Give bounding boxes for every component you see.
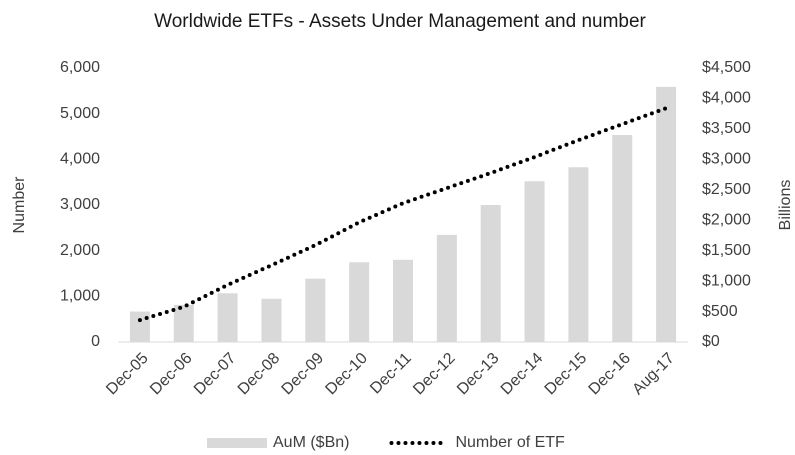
x-tick-label: Dec-09 <box>279 350 328 399</box>
legend-label: AuM ($Bn) <box>273 434 349 451</box>
bar <box>480 205 501 342</box>
bar <box>217 293 238 342</box>
y-tick-label: 5,000 <box>60 105 100 122</box>
x-tick-label: Dec-13 <box>454 350 503 399</box>
bar <box>349 262 370 342</box>
y2-tick-label: $500 <box>702 303 738 320</box>
y2-tick-label: $3,000 <box>702 151 751 168</box>
bar <box>173 304 194 342</box>
bar <box>656 86 677 343</box>
y2-tick-label: $1,000 <box>702 272 751 289</box>
line <box>137 106 669 323</box>
y2-tick-label: $4,000 <box>702 90 751 107</box>
y-tick-label: 1,000 <box>60 288 100 305</box>
x-tick-label: Aug-17 <box>629 350 678 399</box>
y-tick-label: 3,000 <box>60 196 100 213</box>
y2-tick-label: $3,500 <box>702 120 751 137</box>
x-tick-label: Dec-14 <box>498 350 547 399</box>
x-tick-label: Dec-08 <box>235 350 284 399</box>
y2-tick-label: $2,000 <box>702 211 751 228</box>
x-tick-label: Dec-16 <box>586 350 635 399</box>
legend-swatch <box>207 438 267 448</box>
bar <box>524 181 545 342</box>
bar <box>129 311 150 342</box>
bar <box>436 234 457 342</box>
x-tick-label: Dec-12 <box>410 350 459 399</box>
bar <box>568 167 589 342</box>
y-tick-label: 4,000 <box>60 151 100 168</box>
y2-axis-title: Billions <box>777 180 794 231</box>
x-tick-label: Dec-10 <box>322 350 371 399</box>
y2-tick-label: $0 <box>702 333 720 350</box>
bar <box>261 298 282 342</box>
legend-label: Number of ETF <box>455 434 565 451</box>
y-tick-label: 6,000 <box>60 59 100 76</box>
x-tick-label: Dec-15 <box>542 350 591 399</box>
x-tick-label: Dec-11 <box>367 350 415 398</box>
y2-tick-label: $1,500 <box>702 242 751 259</box>
y-axis-title: Number <box>11 176 28 234</box>
bar <box>393 259 413 342</box>
y-tick-label: 0 <box>91 333 100 350</box>
x-tick-label: Dec-05 <box>103 350 152 399</box>
bar <box>305 278 326 342</box>
y-tick-label: 2,000 <box>60 242 100 259</box>
y2-tick-label: $2,500 <box>702 181 751 198</box>
bar <box>612 134 633 342</box>
chart-title: Worldwide ETFs - Assets Under Management… <box>154 11 646 32</box>
x-tick-label: Dec-06 <box>147 350 196 399</box>
y2-tick-label: $4,500 <box>702 59 751 76</box>
x-tick-label: Dec-07 <box>191 350 240 399</box>
